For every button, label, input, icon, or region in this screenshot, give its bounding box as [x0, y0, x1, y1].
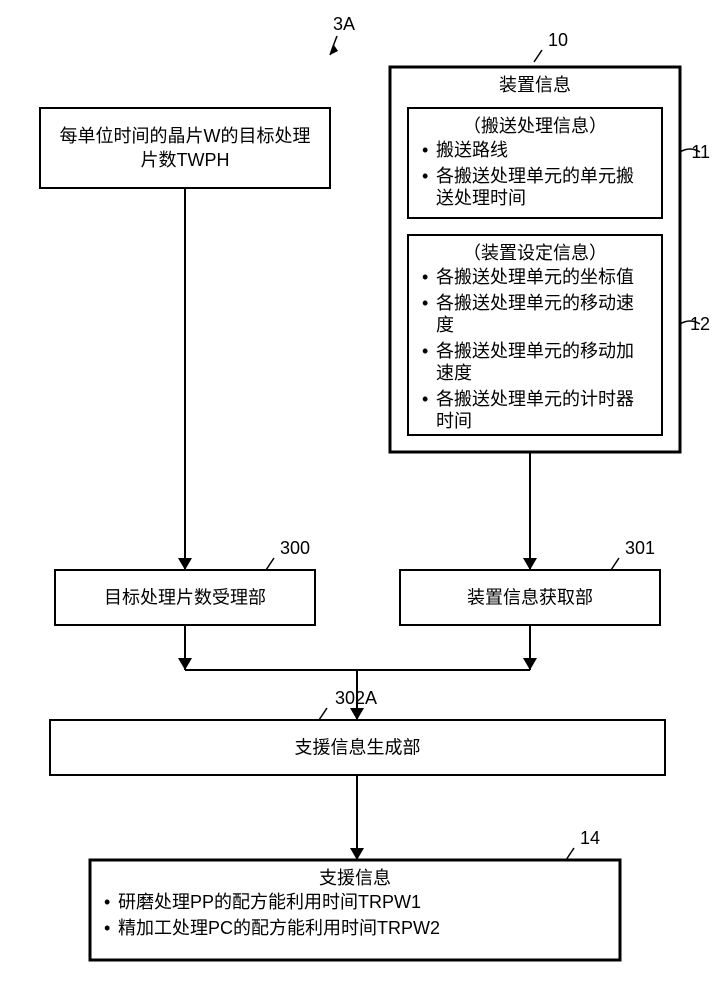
- node-device_acquire: 装置信息获取部: [400, 570, 660, 625]
- svg-text:精加工处理PC的配方能利用时间TRPW2: 精加工处理PC的配方能利用时间TRPW2: [118, 918, 440, 938]
- svg-text:10: 10: [548, 30, 568, 50]
- svg-text:各搬送处理单元的移动速: 各搬送处理单元的移动速: [436, 293, 634, 313]
- node-twph: 每单位时间的晶片W的目标处理片数TWPH: [40, 108, 330, 188]
- svg-text:12: 12: [690, 314, 710, 334]
- svg-text:支援信息生成部: 支援信息生成部: [295, 738, 421, 758]
- svg-text:度: 度: [436, 315, 454, 335]
- svg-text:•: •: [422, 293, 428, 313]
- svg-text:搬送路线: 搬送路线: [436, 140, 508, 160]
- svg-text:速度: 速度: [436, 363, 472, 383]
- svg-text:送处理时间: 送处理时间: [436, 188, 526, 208]
- node-transport_info: （搬送处理信息） • 搬送路线 • 各搬送处理单元的单元搬送处理时间: [408, 108, 662, 218]
- node-support_info: 支援信息 • 研磨处理PP的配方能利用时间TRPW1 • 精加工处理PC的配方能利用时间…: [90, 860, 620, 960]
- svg-text:•: •: [104, 918, 110, 938]
- svg-text:时间: 时间: [436, 411, 472, 431]
- svg-text:目标处理片数受理部: 目标处理片数受理部: [104, 588, 266, 608]
- svg-text:（装置设定信息）: （装置设定信息）: [463, 243, 607, 263]
- svg-text:各搬送处理单元的坐标值: 各搬送处理单元的坐标值: [436, 267, 634, 287]
- svg-text:各搬送处理单元的单元搬: 各搬送处理单元的单元搬: [436, 166, 634, 186]
- svg-text:300: 300: [280, 538, 310, 558]
- svg-text:11: 11: [691, 142, 710, 162]
- svg-text:（搬送处理信息）: （搬送处理信息）: [463, 116, 607, 136]
- svg-text:•: •: [422, 341, 428, 361]
- svg-text:•: •: [422, 166, 428, 186]
- svg-text:•: •: [104, 892, 110, 912]
- svg-text:装置信息获取部: 装置信息获取部: [467, 588, 593, 608]
- svg-text:研磨处理PP的配方能利用时间TRPW1: 研磨处理PP的配方能利用时间TRPW1: [118, 892, 421, 912]
- svg-text:支援信息: 支援信息: [319, 868, 391, 888]
- svg-text:14: 14: [580, 828, 600, 848]
- svg-text:每单位时间的晶片W的目标处理: 每单位时间的晶片W的目标处理: [60, 126, 311, 146]
- node-setting_info: （装置设定信息） • 各搬送处理单元的坐标值 • 各搬送处理单元的移动速度 • 各搬送处理单…: [408, 235, 662, 435]
- svg-text:装置信息: 装置信息: [499, 75, 571, 95]
- node-support_gen: 支援信息生成部: [50, 720, 665, 775]
- svg-text:片数TWPH: 片数TWPH: [141, 150, 230, 170]
- node-target_accept: 目标处理片数受理部: [55, 570, 315, 625]
- svg-text:•: •: [422, 140, 428, 160]
- svg-text:301: 301: [625, 538, 655, 558]
- svg-text:•: •: [422, 389, 428, 409]
- svg-text:3A: 3A: [333, 14, 355, 34]
- svg-text:各搬送处理单元的计时器: 各搬送处理单元的计时器: [436, 389, 634, 409]
- svg-text:各搬送处理单元的移动加: 各搬送处理单元的移动加: [436, 341, 634, 361]
- svg-text:•: •: [422, 267, 428, 287]
